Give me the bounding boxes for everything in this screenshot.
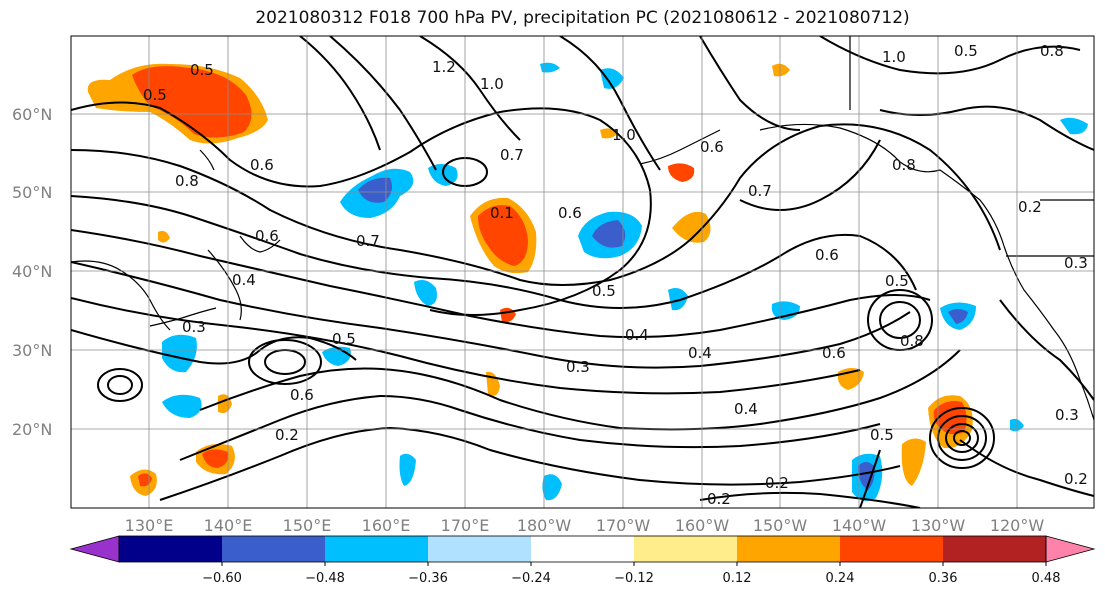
contour-label: 0.6 [255,227,279,245]
colorbar-tick-label: −0.60 [202,571,242,586]
contour-label: 0.1 [490,204,514,222]
contour-label: 0.7 [500,146,524,164]
lon-label: 140°W [832,516,887,535]
contour-label: 1.0 [480,75,504,93]
map-frame [70,35,1095,509]
contour-label: 0.5 [592,282,616,300]
lat-label: 50°N [12,183,52,202]
colorbar-bin [119,536,222,562]
contour-label: 0.5 [870,426,894,444]
contour-label: 0.2 [275,426,299,444]
colorbar-tick-label: 0.24 [826,571,855,586]
contour-label: 0.5 [954,42,978,60]
colorbar-tick-label: −0.12 [614,571,654,586]
contour-label: 0.6 [250,156,274,174]
map-title: 2021080312 F018 700 hPa PV, precipitatio… [255,8,910,28]
colorbar-tick-label: −0.48 [305,571,345,586]
colorbar-bin [840,536,943,562]
contour-label: 0.5 [143,86,167,104]
lon-label: 150°E [283,516,332,535]
contour-label: 0.5 [332,330,356,348]
contour-label: 0.6 [290,386,314,404]
colorbar-tick-label: −0.24 [511,571,551,586]
contour-label: 0.6 [700,138,724,156]
contour-label: 0.4 [625,326,649,344]
contour-label: 0.2 [707,490,731,508]
contour-label: 0.7 [748,182,772,200]
lon-label: 120°W [990,516,1045,535]
contour-label: 0.5 [885,272,909,290]
colorbar-tick-label: 0.48 [1032,571,1061,586]
colorbar-bin [531,536,634,562]
lon-label: 170°W [596,516,651,535]
longitude-labels: 130°E 140°E 150°E 160°E 170°E 180°W 170°… [125,516,1045,535]
lon-label: 150°W [753,516,808,535]
contour-label: 0.3 [566,358,590,376]
contour-label: 0.6 [558,204,582,222]
colorbar-extend-low [69,535,120,563]
contour-label: 1.2 [432,58,456,76]
colorbar-tick-label: 0.12 [723,571,752,586]
colorbar-bin [737,536,840,562]
colorbar-tick-label: 0.36 [929,571,958,586]
lon-label: 130°E [125,516,174,535]
lat-label: 30°N [12,341,52,360]
contour-label: 1.0 [612,126,636,144]
contour-label: 0.4 [688,344,712,362]
lon-label: 160°E [362,516,411,535]
contour-label: 0.7 [356,232,380,250]
lon-label: 140°E [204,516,253,535]
contour-label: 0.5 [190,61,214,79]
contour-label: 0.2 [765,474,789,492]
lon-label: 130°W [911,516,966,535]
graticule [71,36,1094,508]
contour-label: 0.8 [1040,42,1064,60]
colorbar-bin [943,536,1046,562]
colorbar-bin [428,536,531,562]
contour-label: 0.6 [822,344,846,362]
lat-label: 40°N [12,262,52,281]
colorbar-bin [325,536,428,562]
latitude-labels: 60°N 50°N 40°N 30°N 20°N [12,105,52,439]
lon-label: 170°E [441,516,490,535]
colorbar-bin [222,536,325,562]
lon-label: 180°W [517,516,572,535]
lat-label: 20°N [12,420,52,439]
colorbar-border [118,535,1047,563]
lon-label: 160°W [675,516,730,535]
contour-label: 1.0 [882,48,906,66]
contour-label: 0.3 [182,318,206,336]
contour-label: 0.4 [232,271,256,289]
colorbar-bin [634,536,737,562]
contour-label: 0.2 [1064,470,1088,488]
colorbar-tick-label: −0.36 [408,571,448,586]
contour-label: 0.6 [815,246,839,264]
contour-label: 0.3 [1064,254,1088,272]
contour-label: 0.8 [900,332,924,350]
contour-label: 0.8 [892,156,916,174]
colorbar-extend-high [1045,535,1096,563]
precip-shading [87,62,1088,501]
contour-label: 0.8 [175,172,199,190]
contour-label: 0.3 [1055,406,1079,424]
pv-contours [71,36,1094,508]
contour-labels: 0.5 0.5 0.6 1.0 0.8 0.6 0.4 0.3 0.5 0.2 … [143,42,1088,508]
lat-label: 60°N [12,105,52,124]
contour-label: 0.4 [734,400,758,418]
contour-label: 0.2 [1018,198,1042,216]
colorbar: −0.60 −0.48 −0.36 −0.24 −0.12 0.12 0.24 0.36 0.4… [69,535,1096,586]
